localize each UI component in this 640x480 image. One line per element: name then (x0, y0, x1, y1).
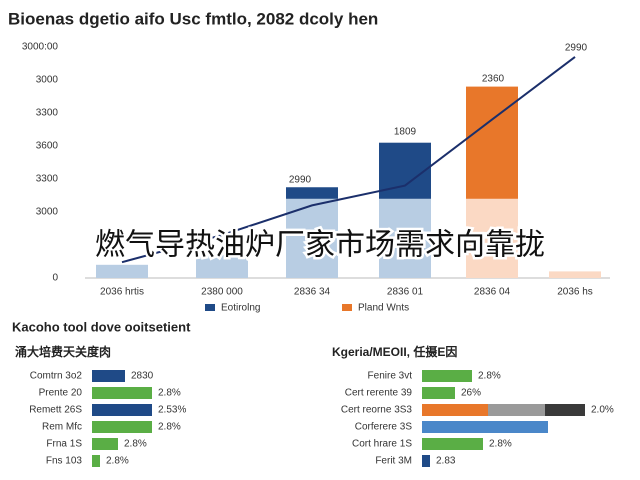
row-label: Fns 103 (46, 456, 83, 467)
bar-label: 2.8% (106, 456, 129, 467)
bar (92, 455, 100, 467)
bar-label: 2.0% (591, 405, 614, 416)
bar (379, 198, 431, 278)
bar-label: 2.8% (158, 388, 181, 399)
row-label: Frna 1S (46, 439, 82, 450)
y-tick-label: 3000 (36, 207, 59, 218)
row-label: Cort hrare 1S (352, 439, 412, 450)
bar (422, 404, 488, 416)
y-tick-label: 3600 (36, 141, 59, 152)
bar (92, 438, 118, 450)
bar-label: 2.8% (158, 422, 181, 433)
bar (92, 404, 152, 416)
bar (92, 370, 125, 382)
bar (92, 421, 152, 433)
bar-label: 2830 (131, 371, 154, 382)
bar (92, 387, 152, 399)
bar-label: 2.83 (436, 456, 456, 467)
bar (422, 438, 483, 450)
annotation: 2990 (289, 175, 312, 186)
legend-label: Pland Wnts (358, 303, 409, 314)
row-label: Comtrn 3o2 (30, 371, 83, 382)
bar (96, 264, 148, 278)
x-tick-label: 2380 000 (201, 287, 243, 298)
annotation: 1809 (394, 127, 417, 138)
row-label: Remett 26S (29, 405, 82, 416)
panel-subtitle: 涌大培费天关度肉 (15, 344, 111, 359)
y-tick-label: 3300 (36, 174, 59, 185)
bar (286, 187, 338, 199)
x-tick-label: 2836 01 (387, 287, 424, 298)
x-tick-label: 2836 04 (474, 287, 511, 298)
panel-title: Kacoho tool dove ooitsetient (12, 319, 191, 334)
chart-title: Bioenas dgetio aifo Usc fmtlo, 2082 dcol… (8, 9, 378, 28)
x-tick-label: 2036 hrtis (100, 287, 144, 298)
bar (466, 86, 518, 199)
bar-label: 2.8% (489, 439, 512, 450)
bar-label: 2.53% (158, 405, 186, 416)
bar (422, 387, 455, 399)
row-label: Corferere 3S (355, 422, 413, 433)
y-tick-label: 3000 (36, 75, 59, 86)
y-tick-label: 3300 (36, 108, 59, 119)
y-tick-label: 3000:00 (22, 42, 59, 53)
panel-subtitle: Kgeria/MEOII, 任摄E因 (332, 344, 457, 359)
bar-label: 2.8% (124, 439, 147, 450)
x-tick-label: 2836 34 (294, 287, 331, 298)
bar (466, 198, 518, 278)
legend-swatch (205, 304, 215, 311)
bar (488, 404, 545, 416)
row-label: Ferit 3M (375, 456, 412, 467)
bar (422, 455, 430, 467)
bar-label: 2.8% (478, 371, 501, 382)
bar (549, 271, 601, 278)
legend-swatch (342, 304, 352, 311)
row-label: Rem Mfc (42, 422, 82, 433)
bar (545, 404, 585, 416)
legend-label: Eotirolng (221, 303, 260, 314)
bar (422, 370, 472, 382)
row-label: Cert rerente 39 (345, 388, 413, 399)
bar (196, 254, 248, 278)
row-label: Prente 20 (39, 388, 83, 399)
overlay-text: 燃气导热油炉厂家市场需求向靠拢 (95, 228, 545, 263)
y-tick-label: 0 (52, 273, 58, 284)
line (121, 56, 576, 264)
annotation: 2990 (565, 43, 588, 54)
row-label: Fenire 3vt (368, 371, 413, 382)
bar (422, 421, 548, 433)
annotation: 2360 (482, 74, 505, 85)
x-tick-label: 2036 hs (557, 287, 593, 298)
bar-label: 26% (461, 388, 481, 399)
row-label: Cert reorne 3S3 (341, 405, 413, 416)
